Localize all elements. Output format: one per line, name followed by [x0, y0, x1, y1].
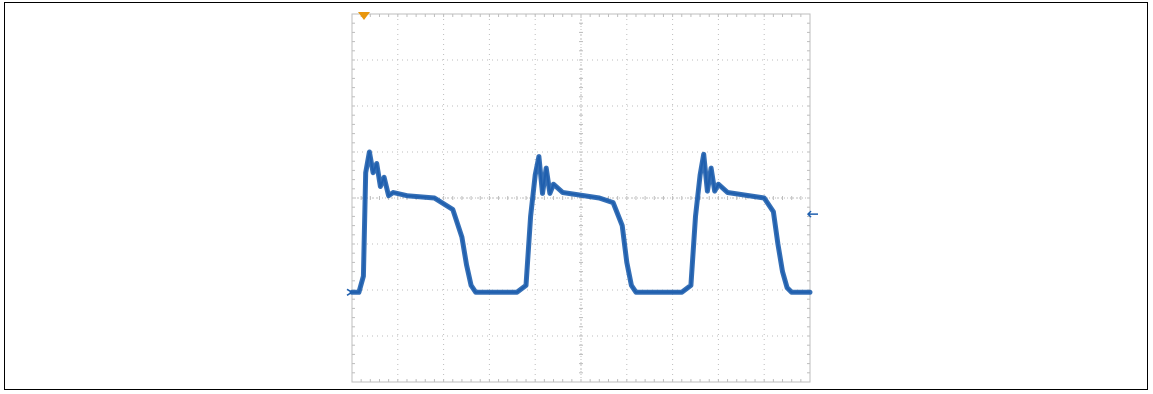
graticule — [351, 13, 811, 383]
channel-ground-marker — [346, 288, 354, 296]
screen-markers — [346, 12, 818, 296]
waveform-trace-core — [352, 151, 810, 294]
trigger-position-marker — [358, 12, 370, 20]
trigger-level-marker — [806, 210, 818, 218]
waveform-traces — [349, 149, 813, 295]
